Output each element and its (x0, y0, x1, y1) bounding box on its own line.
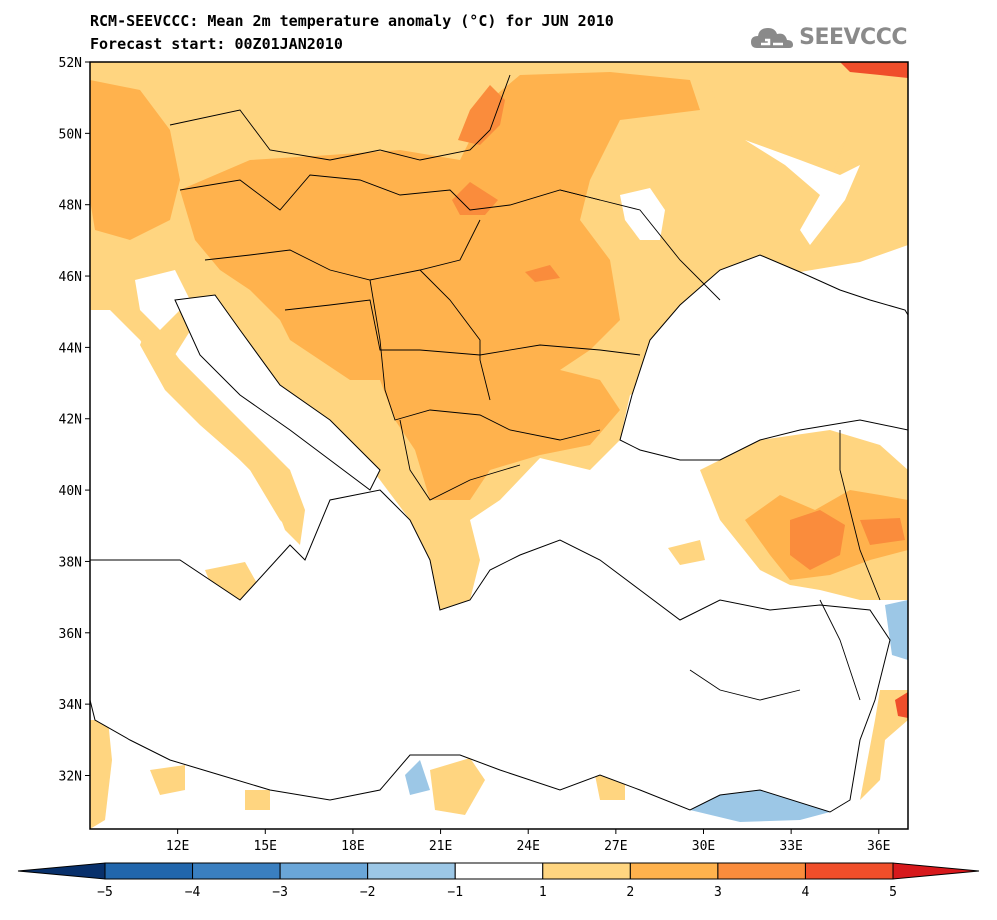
anomaly-2-3-central (180, 72, 700, 500)
colorbar-label: −3 (272, 885, 288, 900)
forecast-start-label: Forecast start: 00Z01JAN2010 (90, 35, 343, 53)
sea-areas (90, 254, 908, 813)
lat-tick-label: 34N (59, 698, 82, 713)
lat-tick-label: 52N (59, 56, 82, 71)
country-borders (169, 74, 881, 701)
map-title: RCM-SEEVCCC: Mean 2m temperature anomaly… (90, 12, 614, 30)
lon-tick-label: 24E (516, 839, 539, 854)
colorbar-swatch (542, 862, 631, 880)
land-africa-libya-1 (150, 765, 185, 795)
anomaly-neg-libya (405, 760, 430, 795)
colorbar-label: 2 (626, 885, 634, 900)
longitude-axis: 12E 15E 18E 21E 24E 27E 30E 33E 36E (166, 829, 891, 854)
land-anatolia-west (668, 540, 705, 565)
lon-tick-label: 30E (692, 839, 715, 854)
cloud-logo-icon (751, 28, 794, 48)
anomaly-2-3-west (90, 80, 180, 240)
white-patch-alps (135, 270, 190, 330)
anomaly-3-4-romania (525, 265, 560, 282)
anomaly-3-4-poland (458, 85, 505, 145)
anomaly-4-5-northeast (840, 62, 908, 78)
colorbar-label: 5 (889, 885, 897, 900)
colorbar-swatch (629, 862, 719, 880)
land-italy (140, 320, 305, 545)
latitude-axis: 52N 50N 48N 46N 44N 42N 40N 38N 36N 34N 32N (59, 56, 90, 784)
lat-tick-label: 42N (59, 413, 82, 428)
colorbar-label: 4 (802, 885, 810, 900)
colorbar-swatch (279, 862, 369, 880)
lat-tick-label: 32N (59, 769, 82, 784)
lat-tick-label: 46N (59, 270, 82, 285)
colorbar-swatch (717, 862, 806, 880)
colorbar-label: −4 (185, 885, 201, 900)
colorbar-swatch (367, 862, 456, 880)
colorbar-label: −1 (447, 885, 463, 900)
colorbar-swatch (104, 862, 194, 880)
colorbar-swatch (804, 862, 894, 880)
colorbar-swatch (192, 862, 281, 880)
lat-tick-label: 36N (59, 627, 82, 642)
colorbar-label: 1 (539, 885, 547, 900)
colorbar-label: −2 (360, 885, 376, 900)
colorbar-label: 3 (714, 885, 722, 900)
lon-tick-label: 18E (341, 839, 364, 854)
land-africa-libya-3 (430, 758, 485, 815)
map-frame (89, 61, 909, 830)
logo-text: SEEVCCC (799, 24, 907, 50)
lon-tick-label: 33E (779, 839, 802, 854)
anomaly-3-4-anatolia-east (860, 518, 905, 545)
lat-tick-label: 40N (59, 484, 82, 499)
lon-tick-label: 36E (867, 839, 890, 854)
map-content (90, 62, 908, 829)
land-africa-libya-2 (245, 790, 270, 810)
white-patch-russia (745, 140, 860, 245)
colorbar-label: −5 (97, 885, 113, 900)
mediterranean-sea (90, 489, 891, 813)
land-levant (860, 690, 908, 800)
anomaly-3-4-slovakia (452, 182, 498, 215)
colorbar-low-extension (17, 862, 106, 880)
lat-tick-label: 38N (59, 555, 82, 570)
colorbar-high-extension (892, 862, 980, 880)
lon-tick-label: 12E (166, 839, 189, 854)
lat-tick-label: 44N (59, 341, 82, 356)
lon-tick-label: 15E (254, 839, 277, 854)
adriatic-sea (174, 294, 381, 491)
anomaly-4-5-levant (895, 692, 908, 718)
lat-tick-label: 48N (59, 199, 82, 214)
land-east (700, 62, 908, 250)
seevccc-logo: SEEVCCC (749, 22, 907, 52)
black-sea (619, 254, 908, 461)
colorbar-swatch (454, 862, 544, 880)
anomaly-neg-levant (885, 600, 908, 660)
anomaly-3-4-anatolia (790, 510, 845, 570)
lat-tick-label: 50N (59, 127, 82, 142)
lon-tick-label: 27E (604, 839, 627, 854)
lon-tick-label: 21E (429, 839, 452, 854)
land-africa-west (90, 720, 112, 829)
colorbar: −5 −4 −3 −2 −1 1 2 3 4 5 (17, 862, 980, 900)
